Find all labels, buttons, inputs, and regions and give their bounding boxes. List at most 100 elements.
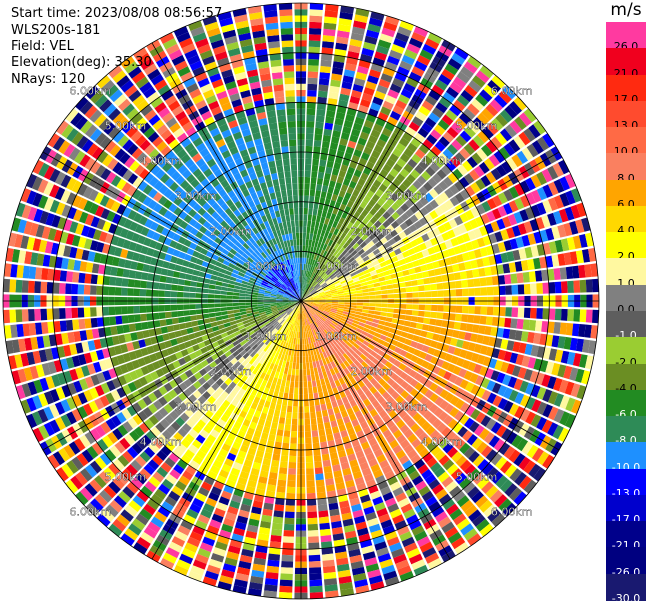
ppi-gate-cell [276,429,284,437]
ppi-gate-cell [322,274,328,280]
ppi-gate-cell [387,89,400,99]
ppi-gate-cell [439,203,449,213]
ppi-gate-cell [517,307,525,318]
ppi-gate-cell [378,78,391,89]
ppi-gate-cell [368,69,381,79]
ppi-gate-cell [467,250,476,260]
ppi-gate-cell [481,201,492,213]
ppi-gate-cell [311,374,316,381]
ppi-gate-cell [444,336,452,345]
ppi-gate-cell [310,288,316,293]
ppi-gate-cell [323,572,337,580]
ppi-gate-cell [317,289,324,293]
ppi-gate-cell [344,274,352,280]
ppi-gate-cell [308,34,321,41]
ppi-gate-cell [367,252,375,259]
ppi-gate-cell [377,272,385,278]
ppi-gate-cell [491,316,499,327]
ppi-gate-cell [40,281,48,294]
ppi-gate-cell [515,236,525,248]
ppi-gate-cell [459,212,469,223]
ppi-gate-cell [403,320,411,327]
ppi-gate-cell [317,241,322,249]
ppi-gate-cell [328,239,334,247]
ppi-gate-cell [500,339,509,350]
ppi-gate-cell [239,305,246,309]
ppi-gate-cell [464,332,472,341]
ppi-gate-cell [535,270,543,282]
ppi-gate-cell [486,306,494,316]
ppi-gate-cell [338,295,345,298]
ppi-gate-cell [404,281,412,287]
ppi-gate-cell [572,265,580,279]
ppi-gate-cell [331,296,339,299]
ppi-gate-cell [539,333,548,346]
ppi-gate-cell [286,486,296,494]
ppi-gate-cell [238,296,246,300]
ppi-gate-cell [510,273,518,284]
ppi-gate-cell [196,314,204,320]
ppi-gate-cell [530,307,537,319]
ppi-gate-cell [381,290,388,295]
ppi-gate-cell [452,226,462,237]
ppi-gate-cell [523,307,531,319]
ppi-gate-cell [459,322,468,331]
ppi-gate-cell [431,84,445,96]
ppi-gate-cell [447,321,455,329]
ppi-gate-cell [516,272,524,284]
ppi-gate-cell [336,195,344,204]
ppi-gate-cell [158,282,166,290]
ppi-gate-cell [526,143,539,158]
ppi-gate-cell [385,15,400,26]
ppi-gate-cell [295,375,299,382]
ppi-gate-cell [331,292,338,296]
ppi-gate-cell [414,132,426,143]
ppi-gate-cell [226,295,233,299]
ppi-gate-cell [307,77,318,85]
ppi-gate-cell [141,321,149,330]
ppi-gate-cell [320,153,328,161]
ppi-gate-cell [22,265,30,279]
ppi-gate-cell [442,131,455,143]
ppi-gate-cell [320,264,326,271]
ppi-gate-cell [355,71,368,81]
ppi-gate-cell [314,398,320,406]
ppi-gate-cell [364,35,378,45]
ppi-gate-cell [432,261,440,269]
ppi-gate-cell [418,143,430,155]
ppi-gate-cell [350,271,357,277]
ppi-gate-cell [336,244,343,252]
ppi-gate-cell [331,136,340,144]
ppi-gate-cell [306,121,315,128]
ppi-gate-cell [491,243,500,254]
ppi-gate-cell [281,379,286,387]
ppi-gate-cell [409,273,417,281]
ppi-gate-cell [461,252,470,262]
ppi-gate-cell [353,20,367,30]
ppi-gate-cell [374,290,382,295]
ppi-gate-cell [121,306,128,315]
ppi-gate-cell [554,349,564,363]
ppi-gate-cell [463,61,478,74]
ppi-gate-cell [407,248,416,256]
ppi-gate-cell [422,155,433,166]
ppi-gate-cell [406,43,421,54]
ppi-gate-cell [298,332,301,339]
ppi-gate-cell [315,121,324,129]
ppi-gate-cell [294,344,298,351]
ppi-gate-cell [285,505,295,512]
ppi-gate-cell [302,282,305,289]
ppi-gate-cell [34,308,41,321]
ppi-gate-cell [447,229,456,239]
ppi-gate-cell [59,320,67,332]
ppi-gate-cell [116,325,124,335]
ppi-gate-cell [374,307,382,312]
ppi-gate-cell [319,297,326,300]
ppi-gate-cell [548,241,558,254]
ppi-gate-cell [335,42,348,51]
ppi-gate-cell [389,229,398,238]
ppi-gate-cell [402,326,410,333]
ppi-gate-cell [447,58,462,71]
ppi-gate-cell [373,144,384,154]
ppi-gate-cell [373,123,384,133]
